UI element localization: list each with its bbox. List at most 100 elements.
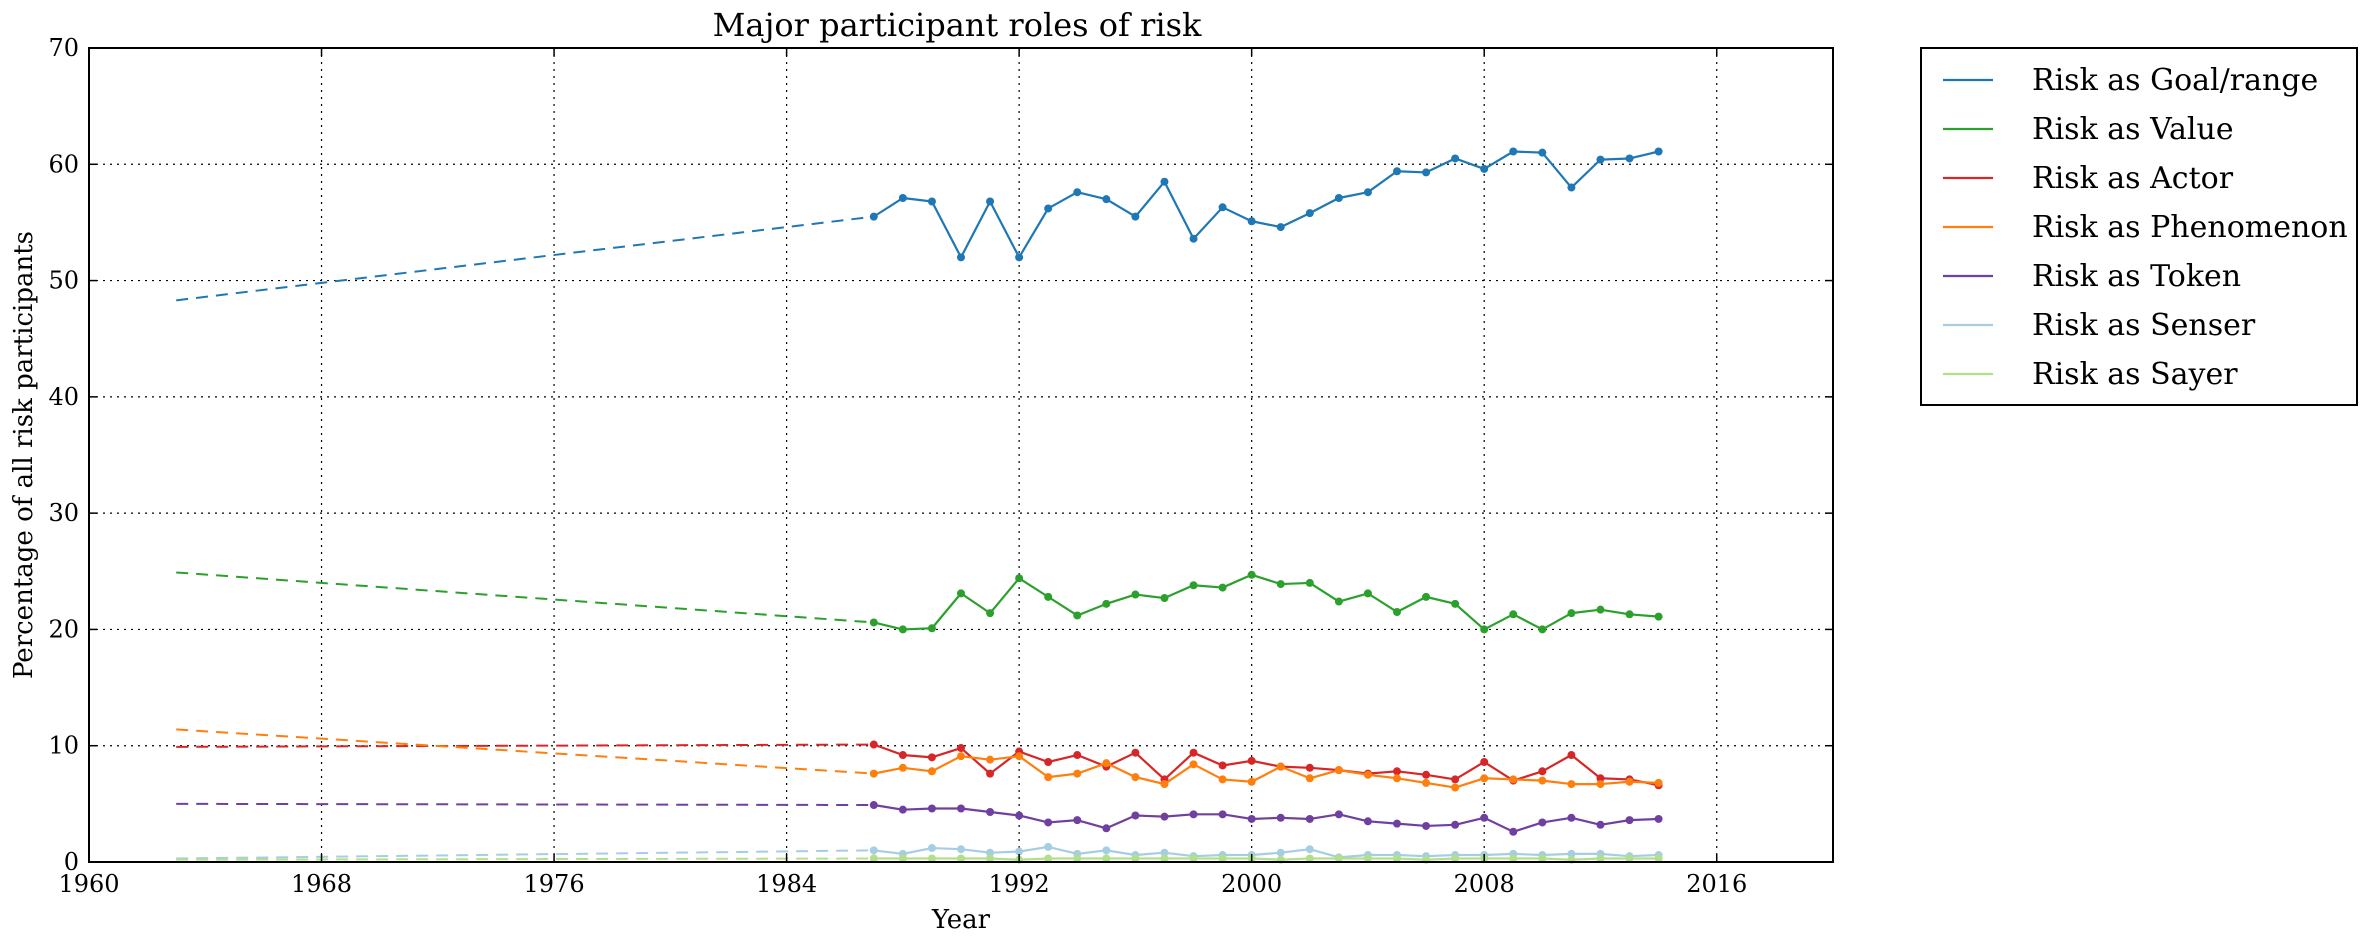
series-line-risk-as-phenomenon	[873, 755, 1659, 789]
trend-lines	[176, 215, 874, 861]
data-point-risk-as-phenomenon	[1015, 752, 1024, 761]
data-point-risk-as-value	[898, 625, 907, 634]
data-point-risk-as-value	[1654, 612, 1663, 621]
data-point-risk-as-token	[1102, 824, 1111, 833]
data-point-risk-as-goal-range	[1625, 154, 1634, 163]
data-point-risk-as-phenomenon	[1509, 775, 1518, 784]
data-point-risk-as-sayer	[898, 854, 907, 863]
data-point-risk-as-goal-range	[1160, 177, 1169, 186]
data-point-risk-as-token	[1451, 820, 1460, 829]
data-point-risk-as-sayer	[1363, 854, 1372, 863]
data-point-risk-as-token	[1363, 817, 1372, 826]
data-point-risk-as-actor	[986, 769, 995, 778]
data-point-risk-as-value	[1363, 589, 1372, 598]
data-point-risk-as-actor	[1131, 748, 1140, 757]
data-point-risk-as-value	[986, 609, 995, 618]
x-tick-label: 1976	[524, 870, 585, 898]
data-point-risk-as-actor	[927, 753, 936, 762]
data-point-risk-as-sayer	[1131, 854, 1140, 863]
data-point-risk-as-phenomenon	[986, 755, 995, 764]
data-point-risk-as-goal-range	[1451, 154, 1460, 163]
series-line-risk-as-goal-range	[873, 150, 1659, 259]
trend-line-risk-as-actor	[176, 743, 874, 748]
data-point-risk-as-senser	[927, 844, 936, 853]
data-point-risk-as-sayer	[1451, 854, 1460, 863]
data-point-risk-as-sayer	[1189, 854, 1198, 863]
data-point-risk-as-token	[1247, 814, 1256, 823]
data-point-risk-as-goal-range	[1334, 194, 1343, 203]
data-point-risk-as-token	[1509, 827, 1518, 836]
chart-title: Major participant roles of risk	[713, 6, 1202, 44]
data-point-risk-as-sayer	[1218, 854, 1227, 863]
x-tick-label: 1960	[58, 870, 119, 898]
data-point-risk-as-token	[1073, 816, 1082, 825]
trend-line-risk-as-value	[176, 571, 874, 624]
data-point-risk-as-goal-range	[1131, 212, 1140, 221]
data-point-risk-as-token	[1596, 820, 1605, 829]
data-point-risk-as-actor	[869, 740, 878, 749]
data-point-risk-as-value	[1247, 570, 1256, 579]
data-point-risk-as-actor	[1218, 761, 1227, 770]
data-point-risk-as-phenomenon	[1451, 783, 1460, 792]
data-point-risk-as-sayer	[1509, 854, 1518, 863]
y-tick-label: 50	[48, 267, 79, 295]
data-point-risk-as-sayer	[1305, 854, 1314, 863]
legend-label-risk-as-actor: Risk as Actor	[2032, 161, 2234, 196]
y-tick-label: 0	[64, 848, 79, 876]
data-point-risk-as-token	[1044, 818, 1053, 827]
x-tick-label: 2008	[1454, 870, 1515, 898]
data-point-risk-as-token	[1567, 813, 1576, 822]
x-axis-label: Year	[931, 905, 991, 935]
data-point-risk-as-value	[1422, 592, 1431, 601]
data-point-risk-as-actor	[898, 751, 907, 760]
data-point-risk-as-goal-range	[898, 194, 907, 203]
data-point-risk-as-phenomenon	[1160, 780, 1169, 789]
data-point-risk-as-goal-range	[1480, 164, 1489, 173]
data-point-risk-as-actor	[1044, 757, 1053, 766]
data-point-risk-as-value	[1015, 574, 1024, 583]
trend-line-risk-as-goal-range	[176, 215, 874, 302]
x-tick-label: 1984	[756, 870, 817, 898]
series-line-risk-as-value	[873, 573, 1659, 631]
data-point-risk-as-value	[1596, 605, 1605, 614]
data-point-risk-as-phenomenon	[1073, 769, 1082, 778]
data-point-risk-as-phenomenon	[1625, 777, 1634, 786]
data-point-risk-as-senser	[1015, 847, 1024, 856]
data-point-risk-as-token	[927, 804, 936, 813]
data-point-risk-as-senser	[1102, 846, 1111, 855]
data-point-risk-as-sayer	[1334, 854, 1343, 863]
y-tick-label: 70	[48, 34, 79, 62]
series-line-risk-as-actor	[873, 743, 1659, 787]
data-point-risk-as-phenomenon	[869, 769, 878, 778]
data-point-risk-as-actor	[957, 744, 965, 753]
data-point-risk-as-value	[1102, 599, 1111, 608]
data-point-risk-as-value	[927, 624, 936, 633]
data-point-risk-as-token	[986, 807, 995, 816]
data-point-risk-as-value	[1480, 625, 1489, 634]
data-point-risk-as-token	[1276, 813, 1285, 822]
data-point-risk-as-goal-range	[1102, 195, 1111, 204]
data-point-risk-as-value	[869, 618, 878, 627]
data-point-risk-as-value	[1160, 594, 1169, 603]
data-point-risk-as-phenomenon	[1480, 774, 1489, 783]
data-point-risk-as-phenomenon	[1044, 773, 1053, 782]
data-point-risk-as-actor	[1480, 757, 1489, 766]
data-point-risk-as-sayer	[1393, 854, 1401, 863]
data-point-risk-as-value	[1625, 610, 1634, 619]
x-tick-label: 1968	[291, 870, 352, 898]
plot-frame	[88, 47, 1834, 863]
x-tick-label: 2016	[1686, 870, 1747, 898]
data-point-risk-as-sayer	[1538, 854, 1547, 863]
data-point-risk-as-value	[1393, 607, 1401, 616]
data-point-risk-as-value	[1567, 609, 1576, 618]
data-point-risk-as-phenomenon	[1102, 759, 1111, 768]
data-point-risk-as-sayer	[927, 854, 936, 863]
data-point-risk-as-senser	[1044, 842, 1053, 851]
data-point-risk-as-goal-range	[1509, 147, 1518, 156]
data-point-risk-as-sayer	[1044, 854, 1053, 863]
data-point-risk-as-goal-range	[1189, 234, 1198, 243]
data-point-risk-as-token	[1160, 812, 1169, 821]
data-point-risk-as-phenomenon	[957, 752, 965, 761]
data-point-risk-as-goal-range	[1247, 217, 1256, 226]
